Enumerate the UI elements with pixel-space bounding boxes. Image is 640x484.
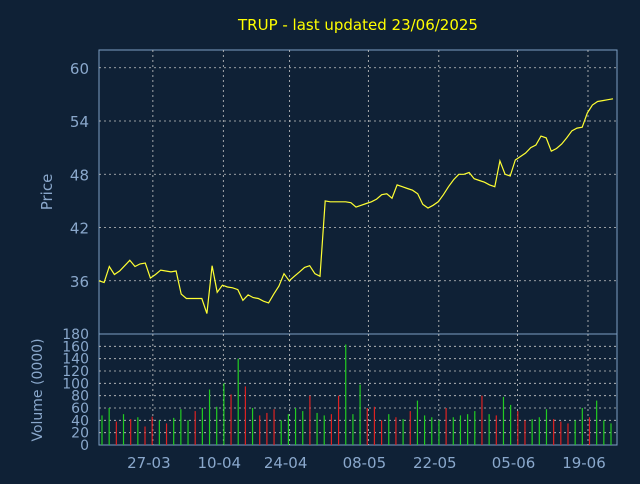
- x-tick-label: 22-05: [413, 454, 457, 472]
- volume-tick-label: 60: [71, 401, 89, 417]
- volume-axis-label: Volume (0000): [30, 338, 46, 441]
- price-tick-label: 36: [70, 273, 89, 291]
- price-panel-frame: [98, 49, 618, 335]
- price-y-axis: 36 42 48 54 60: [70, 60, 89, 291]
- volume-grid: [99, 334, 617, 445]
- volume-tick-label: 180: [62, 327, 89, 343]
- volume-tick-label: 20: [71, 426, 89, 442]
- price-axis-label: Price: [38, 174, 56, 211]
- x-tick-label: 08-05: [343, 454, 387, 472]
- volume-tick-label: 40: [71, 413, 89, 429]
- volume-tick-label: 100: [62, 376, 89, 392]
- volume-tick-label: 0: [80, 438, 89, 454]
- price-grid: [99, 50, 617, 334]
- price-tick-label: 54: [70, 113, 89, 131]
- x-tick-label: 27-03: [127, 454, 171, 472]
- price-tick-label: 60: [70, 60, 89, 78]
- x-axis: 27-03 10-04 24-04 08-05 22-05 05-06 19-06: [127, 454, 606, 472]
- volume-bars: [101, 344, 612, 445]
- price-line: [98, 98, 614, 314]
- x-tick-label: 24-04: [264, 454, 308, 472]
- volume-tick-label: 160: [62, 339, 89, 355]
- price-tick-label: 48: [70, 166, 89, 184]
- volume-panel-frame: [98, 333, 618, 446]
- chart-title: TRUP - last updated 23/06/2025: [237, 16, 478, 34]
- volume-tick-label: 140: [62, 352, 89, 368]
- x-tick-label: 19-06: [562, 454, 606, 472]
- price-tick-label: 42: [70, 220, 89, 238]
- volume-tick-label: 80: [71, 389, 89, 405]
- x-tick-label: 10-04: [198, 454, 242, 472]
- x-tick-label: 05-06: [492, 454, 536, 472]
- volume-tick-label: 120: [62, 364, 89, 380]
